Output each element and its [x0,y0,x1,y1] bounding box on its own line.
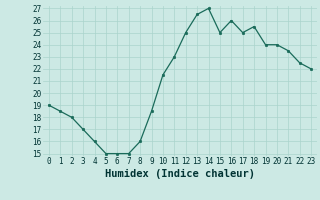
X-axis label: Humidex (Indice chaleur): Humidex (Indice chaleur) [105,169,255,179]
